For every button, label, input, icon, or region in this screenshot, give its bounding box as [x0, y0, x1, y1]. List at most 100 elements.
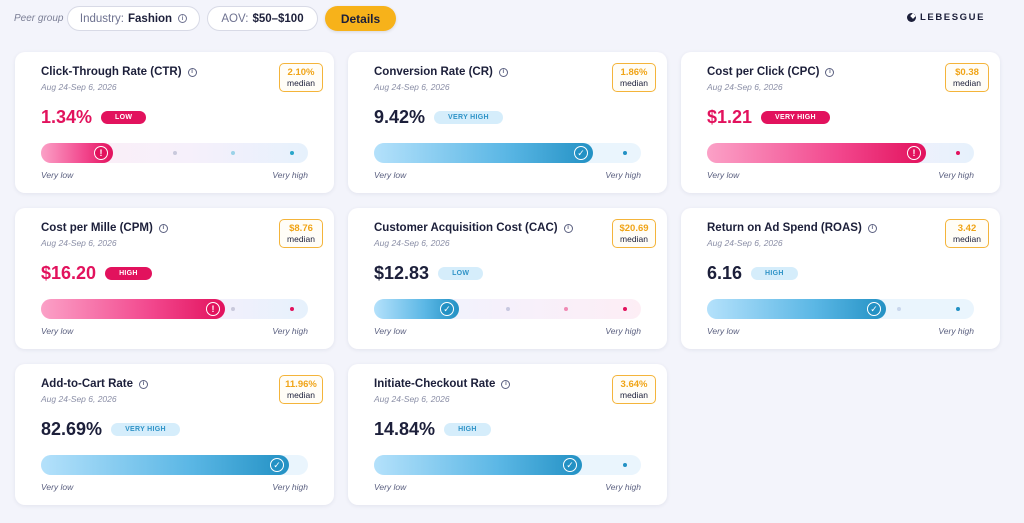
scale-high-label: Very high [605, 482, 641, 492]
metric-card[interactable]: Add-to-Cart Rate i Aug 24-Sep 6, 2026 11.96… [15, 364, 334, 505]
median-value: $20.69 [619, 223, 649, 234]
metric-card[interactable]: Cost per Mille (CPM) i Aug 24-Sep 6, 2026 $… [15, 208, 334, 349]
scale-dot [506, 307, 510, 311]
value-row: 6.16 HIGH [707, 263, 798, 284]
median-value: $8.76 [289, 223, 313, 234]
metric-value: 1.34% [41, 107, 93, 127]
top-bar: Peer group Industry: Fashion i AOV: $50–… [0, 0, 1024, 40]
info-icon[interactable]: i [178, 14, 188, 23]
level-fill [374, 455, 582, 475]
scale-dot [564, 307, 568, 311]
median-badge: 11.96% median [279, 375, 323, 404]
metric-value: 14.84% [374, 419, 436, 439]
value-row: $12.83 LOW [374, 263, 484, 284]
check-icon: ✓ [574, 146, 588, 160]
check-icon: ✓ [270, 458, 284, 472]
scale-dot [290, 151, 294, 155]
info-icon[interactable]: i [498, 67, 508, 77]
median-badge: 3.42 median [945, 219, 989, 248]
metric-title: Add-to-Cart Rate i [41, 378, 148, 390]
value-row: $16.20 HIGH [41, 263, 152, 284]
scale-low-label: Very low [41, 170, 74, 180]
info-icon[interactable]: i [867, 223, 877, 233]
metric-card[interactable]: Cost per Click (CPC) i Aug 24-Sep 6, 2026 $… [681, 52, 1000, 193]
scale-high-label: Very high [605, 326, 641, 336]
level-fill [374, 299, 459, 319]
level-badge: VERY HIGH [434, 111, 503, 124]
brand-name: LEBESGUE [920, 12, 986, 23]
level-track: ! [707, 143, 974, 163]
date-range: Aug 24-Sep 6, 2026 [374, 238, 450, 248]
metric-title: Return on Ad Spend (ROAS) i [707, 222, 877, 234]
check-icon: ✓ [440, 302, 454, 316]
metric-title: Conversion Rate (CR) i [374, 66, 508, 78]
check-icon: ✓ [563, 458, 577, 472]
metric-title-text: Conversion Rate (CR) [374, 66, 493, 78]
info-icon[interactable]: i [158, 223, 168, 233]
metric-title-text: Return on Ad Spend (ROAS) [707, 222, 862, 234]
info-icon[interactable]: i [501, 379, 511, 389]
level-badge: LOW [101, 111, 147, 124]
scale-dot [231, 151, 235, 155]
metric-card[interactable]: Initiate-Checkout Rate i Aug 24-Sep 6, 202… [348, 364, 667, 505]
metric-title-text: Click-Through Rate (CTR) [41, 66, 182, 78]
median-label: median [620, 78, 648, 88]
level-fill [374, 143, 593, 163]
scale-dot [623, 151, 627, 155]
median-value: $0.38 [955, 67, 979, 78]
scale-low-label: Very low [41, 482, 74, 492]
scale-high-label: Very high [272, 170, 308, 180]
metric-title: Cost per Mille (CPM) i [41, 222, 168, 234]
scale-dot [290, 307, 294, 311]
metric-card[interactable]: Return on Ad Spend (ROAS) i Aug 24-Sep 6, … [681, 208, 1000, 349]
value-row: 82.69% VERY HIGH [41, 419, 180, 440]
metric-card[interactable]: Customer Acquisition Cost (CAC) i Aug 24-S… [348, 208, 667, 349]
median-badge: 2.10% median [279, 63, 323, 92]
scale-dot [231, 307, 235, 311]
level-track: ! [41, 143, 308, 163]
scale-low-label: Very low [374, 326, 407, 336]
industry-filter-pill[interactable]: Industry: Fashion i [67, 6, 200, 31]
median-label: median [953, 78, 981, 88]
scale-low-label: Very low [41, 326, 74, 336]
industry-value: Fashion [128, 12, 173, 25]
info-icon[interactable]: i [825, 67, 835, 77]
level-badge: HIGH [751, 267, 798, 280]
scale-low-label: Very low [707, 170, 740, 180]
scale-dot [623, 307, 627, 311]
level-fill [41, 299, 225, 319]
aov-filter-pill[interactable]: AOV: $50–$100 [207, 6, 318, 31]
metric-title-text: Cost per Mille (CPM) [41, 222, 153, 234]
date-range: Aug 24-Sep 6, 2026 [374, 82, 450, 92]
median-value: 11.96% [285, 379, 317, 390]
median-badge: 3.64% median [612, 375, 656, 404]
metric-title-text: Add-to-Cart Rate [41, 378, 133, 390]
level-badge: HIGH [444, 423, 491, 436]
median-label: median [287, 234, 315, 244]
metric-value: $16.20 [41, 263, 97, 283]
info-icon[interactable]: i [139, 379, 148, 389]
value-row: 1.34% LOW [41, 107, 147, 128]
median-value: 1.86% [620, 67, 648, 78]
metric-title: Click-Through Rate (CTR) i [41, 66, 197, 78]
metric-value: 6.16 [707, 263, 743, 283]
scale-high-label: Very high [605, 170, 641, 180]
metric-title: Cost per Click (CPC) i [707, 66, 835, 78]
metric-value: 82.69% [41, 419, 103, 439]
info-icon[interactable]: i [187, 67, 197, 77]
metric-title: Customer Acquisition Cost (CAC) i [374, 222, 573, 234]
industry-label: Industry: [79, 12, 124, 25]
metric-card[interactable]: Conversion Rate (CR) i Aug 24-Sep 6, 2026 1… [348, 52, 667, 193]
metric-title: Initiate-Checkout Rate i [374, 378, 511, 390]
metric-card[interactable]: Click-Through Rate (CTR) i Aug 24-Sep 6, 2… [15, 52, 334, 193]
median-value: 3.42 [957, 223, 977, 234]
value-row: $1.21 VERY HIGH [707, 107, 830, 128]
scale-low-label: Very low [374, 170, 407, 180]
date-range: Aug 24-Sep 6, 2026 [41, 82, 117, 92]
info-icon[interactable]: i [563, 223, 573, 233]
median-value: 2.10% [287, 67, 315, 78]
metric-title-text: Cost per Click (CPC) [707, 66, 820, 78]
aov-value: $50–$100 [252, 12, 304, 25]
details-button[interactable]: Details [325, 6, 396, 31]
level-track: ✓ [374, 299, 641, 319]
